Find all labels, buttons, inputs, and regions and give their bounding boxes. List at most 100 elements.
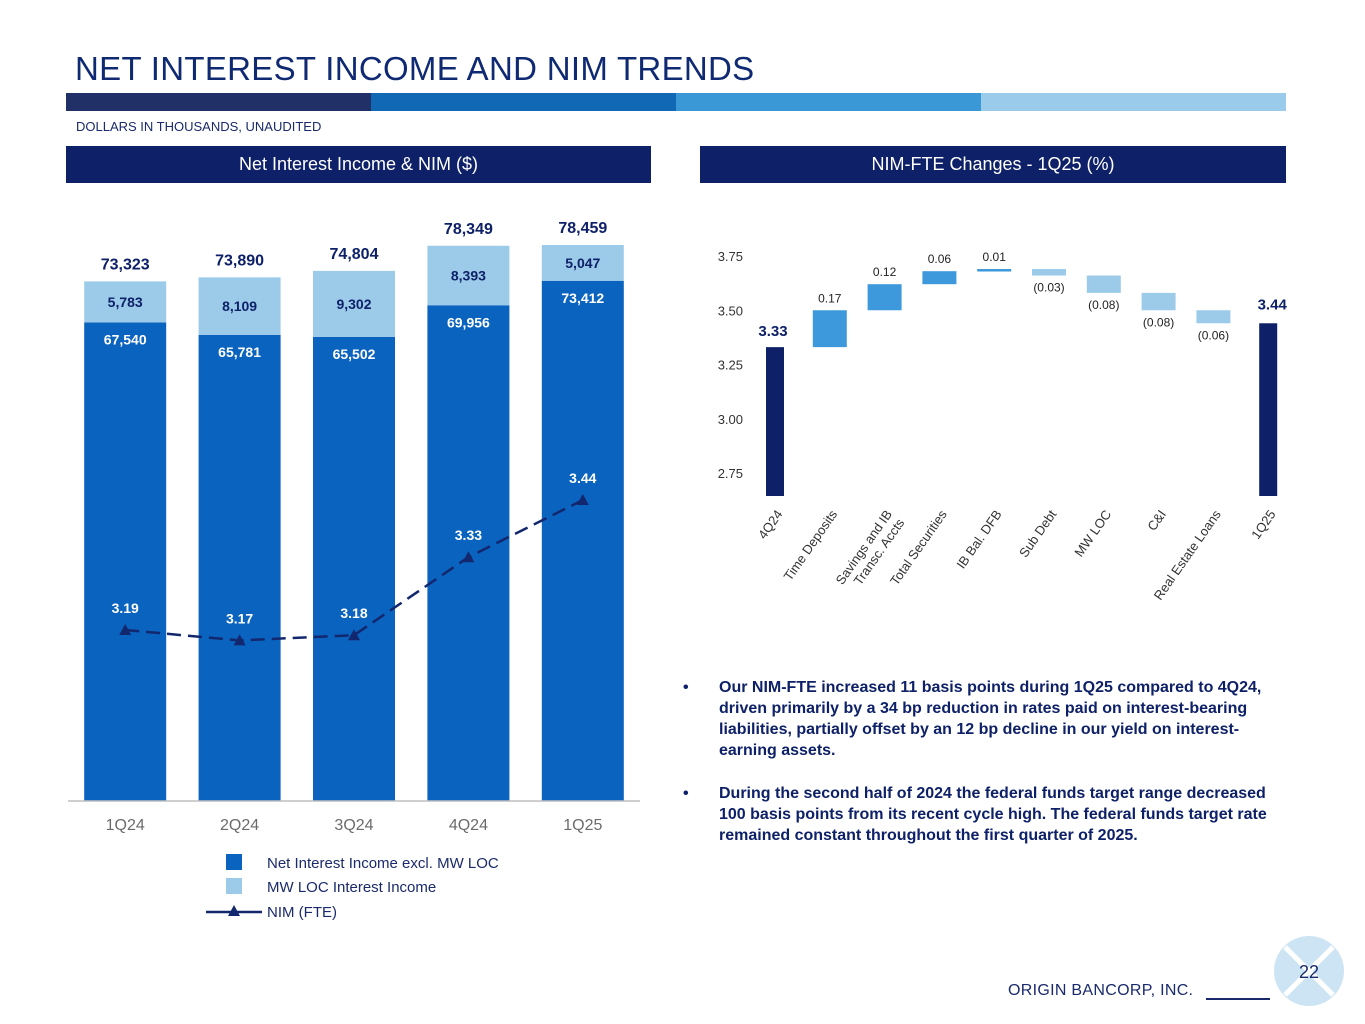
nii-excl-mw-loc-label: 65,781 [218,344,261,360]
bullet-text: During the second half of 2024 the feder… [719,785,1267,844]
legend-label: Net Interest Income excl. MW LOC [267,855,499,872]
waterfall-value-label: 0.06 [928,252,952,266]
commentary-bullets: • Our NIM-FTE increased 11 basis points … [680,677,1290,868]
x-tick-label: 1Q25 [1248,507,1279,542]
footer-rule [1206,998,1270,1000]
total-label: 78,459 [558,220,607,237]
waterfall-end-bar [1259,323,1278,496]
nii-excl-mw-loc-label: 67,540 [104,331,147,347]
mw-loc-label: 5,783 [108,294,143,310]
page-number: 22 [1299,962,1319,982]
mw-loc-label: 5,047 [565,255,600,271]
total-label: 73,890 [215,252,264,269]
bar-mw-loc-interest [198,277,281,335]
left-panel-header: Net Interest Income & NIM ($) [66,146,651,183]
title-stripe-light-blue [981,93,1286,111]
y-tick-label: 3.50 [718,303,743,318]
waterfall-change-bar [1032,269,1066,276]
right-panel-header: NIM-FTE Changes - 1Q25 (%) [700,146,1286,183]
bar-nii-excl-mw-loc [198,334,281,801]
nii-excl-mw-loc-label: 69,956 [447,314,490,330]
x-tick-label-line: MW LOC [1071,507,1114,559]
waterfall-value-label: 0.17 [818,291,842,305]
title-stripe-mid-blue [676,93,981,111]
total-label: 74,804 [330,246,379,263]
x-tick-label: 1Q24 [106,817,145,834]
x-tick-label: 1Q25 [563,817,602,834]
nim-value-label: 3.44 [569,470,596,486]
nim-value-label: 3.17 [226,610,253,626]
waterfall-change-bar [1086,275,1121,293]
bar-mw-loc-interest [541,245,624,281]
bar-nii-excl-mw-loc [541,280,624,801]
x-tick-label: Time Deposits [781,507,841,584]
nim-point-marker [233,634,246,646]
waterfall-value-label: 0.01 [983,250,1007,264]
legend-marker-nim [228,905,240,916]
waterfall-start-bar [766,347,784,496]
waterfall-value-label: 3.33 [758,323,787,340]
bullet-item: • Our NIM-FTE increased 11 basis points … [680,677,1290,761]
total-label: 73,323 [101,256,150,273]
bar-mw-loc-interest [313,270,395,337]
bullet-dot: • [683,785,689,802]
bar-mw-loc-interest [84,281,167,323]
nim-value-label: 3.18 [340,605,367,621]
mw-loc-label: 8,109 [222,298,257,314]
bullet-item: • During the second half of 2024 the fed… [680,783,1290,846]
x-tick-label-line: 4Q24 [755,507,786,542]
y-tick-label: 3.25 [718,358,743,373]
bullet-dot: • [683,679,689,696]
nim-point-marker [462,551,475,563]
x-tick-label-line: IB Bal. DFB [953,507,1004,571]
x-tick-label: MW LOC [1071,507,1114,559]
nim-line [125,498,584,642]
bullet-text: Our NIM-FTE increased 11 basis points du… [719,679,1262,759]
waterfall-change-bar [922,271,957,285]
waterfall-change-bar [812,310,847,348]
badge-cross-line [1283,945,1335,997]
x-tick-label: 4Q24 [755,507,786,542]
y-tick-label: 2.75 [718,466,743,481]
bar-nii-excl-mw-loc [313,336,395,801]
mw-loc-label: 9,302 [336,296,371,312]
x-tick-label: C&I [1144,507,1169,533]
waterfall-change-bar [1141,292,1176,311]
x-tick-label-line: Sub Debt [1016,507,1060,560]
bar-nii-excl-mw-loc [84,322,167,801]
waterfall-value-label: 3.44 [1258,296,1288,313]
waterfall-change-bar [867,284,902,311]
nim-point-marker [348,629,360,641]
legend-swatch-mw-loc [226,878,242,894]
page-title: NET INTEREST INCOME AND NIM TRENDS [75,50,755,87]
title-stripe-navy [66,93,371,111]
nim-waterfall-chart: 2.75 3.00 3.25 3.50 3.75 3.33 0.17 0.12 0.06 0.01… [718,249,1288,603]
legend-label: MW LOC Interest Income [267,879,436,896]
x-tick-label-line: C&I [1144,507,1169,533]
waterfall-change-bar [1196,310,1231,324]
nim-point-marker [576,494,589,505]
page-number-badge: 22 [1274,936,1344,1006]
nii-stacked-bar-chart: 67,540 5,783 73,323 1Q24 65,781 8,109 73,890 2Q… [68,220,640,921]
x-tick-label: 3Q24 [334,817,373,834]
waterfall-value-label: (0.08) [1088,298,1119,312]
bar-mw-loc-interest [427,245,510,306]
y-tick-label: 3.75 [718,249,743,264]
waterfall-value-label: (0.08) [1143,315,1174,329]
nii-excl-mw-loc-label: 65,502 [333,346,376,362]
total-label: 78,349 [444,221,493,238]
nim-point-marker [119,624,132,635]
x-tick-label: IB Bal. DFB [953,507,1004,571]
x-tick-label-line: Time Deposits [781,507,841,584]
x-tick-label-line: 1Q25 [1248,507,1279,542]
waterfall-value-label: (0.06) [1198,328,1229,342]
nim-value-label: 3.33 [455,527,482,543]
waterfall-change-bar [977,269,1012,272]
nim-value-label: 3.19 [112,600,139,616]
legend-label: NIM (FTE) [267,904,337,921]
x-tick-label: 4Q24 [449,817,488,834]
title-stripe-blue [371,93,676,111]
x-tick-label: Sub Debt [1016,507,1060,560]
waterfall-value-label: 0.12 [873,265,897,279]
footer-company-name: ORIGIN BANCORP, INC. [1008,982,1194,999]
